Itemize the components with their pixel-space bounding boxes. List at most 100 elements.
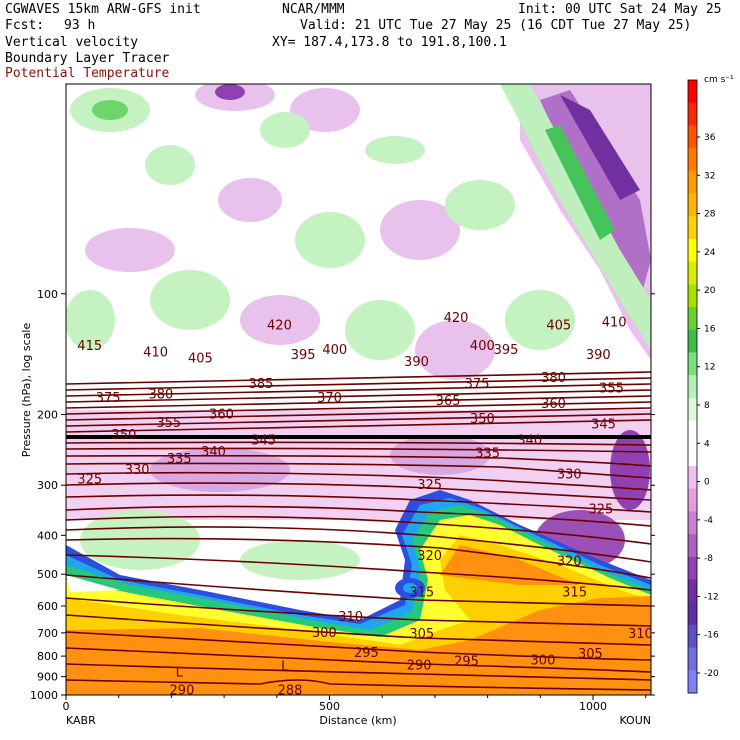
y-tick-label: 200 bbox=[37, 409, 58, 422]
updraft-blob bbox=[295, 212, 365, 268]
theta-contour-label: L bbox=[281, 660, 289, 675]
updraft-blob bbox=[240, 540, 360, 580]
y-tick-label: 1000 bbox=[30, 689, 58, 702]
theta-contour bbox=[66, 462, 651, 479]
colorbar-swatch bbox=[688, 647, 697, 671]
colorbar-swatch bbox=[688, 170, 697, 195]
y-tick-label: 800 bbox=[37, 650, 58, 663]
downdraft-blob bbox=[150, 448, 290, 492]
updraft-blob bbox=[145, 145, 195, 185]
colorbar-label: 32 bbox=[704, 171, 715, 181]
colorbar-label: -12 bbox=[704, 592, 719, 602]
updraft-blob bbox=[66, 290, 115, 350]
y-tick-label: 400 bbox=[37, 529, 58, 542]
colorbar-label: -20 bbox=[704, 669, 719, 679]
theta-contour-label: 410 bbox=[143, 345, 168, 360]
field-potential-temperature: Potential Temperature bbox=[5, 66, 170, 81]
colorbar-swatch bbox=[688, 420, 697, 444]
field-boundary-layer-tracer: Boundary Layer Tracer bbox=[5, 51, 170, 66]
x-tick-label: 0 bbox=[63, 700, 70, 713]
theta-contour bbox=[66, 471, 651, 491]
theta-contour-label: 420 bbox=[444, 311, 469, 326]
colorbar-swatch bbox=[688, 579, 697, 603]
colorbar-swatch bbox=[688, 556, 697, 580]
theta-contour-label: 390 bbox=[586, 348, 611, 363]
x-tick-label: 1000 bbox=[579, 700, 607, 713]
x-axis-label: Distance (km) bbox=[319, 714, 396, 727]
colorbar-label: 24 bbox=[704, 248, 716, 258]
theta-contour-label: 340 bbox=[517, 433, 542, 448]
wave-packet-rising-core bbox=[545, 125, 615, 240]
updraft-blob bbox=[505, 290, 575, 350]
colorbar-frame bbox=[687, 79, 698, 694]
theta-contour-label: 350 bbox=[470, 412, 495, 427]
theta-contour-label: 375 bbox=[465, 377, 490, 392]
theta-contour-label: 360 bbox=[541, 397, 566, 412]
theta-contour bbox=[66, 631, 651, 661]
updraft-blob bbox=[80, 510, 200, 570]
theta-contour-label: 315 bbox=[562, 585, 587, 600]
left-endpoint-label: KABR bbox=[66, 714, 96, 727]
colorbar-swatch bbox=[688, 375, 697, 399]
colorbar-swatch bbox=[688, 670, 697, 694]
theta-contour-label: 325 bbox=[417, 478, 442, 493]
theta-contour-label: 410 bbox=[602, 316, 627, 331]
colorbar-swatch bbox=[688, 352, 697, 376]
theta-contour bbox=[66, 515, 651, 545]
colorbar-swatch bbox=[688, 284, 697, 308]
colorbar-label: -8 bbox=[704, 554, 713, 564]
colorbar-swatch bbox=[688, 80, 697, 104]
theta-contour-label: 310 bbox=[338, 610, 363, 625]
theta-contour-label: 350 bbox=[112, 428, 137, 443]
theta-contour bbox=[66, 395, 651, 409]
theta-contour-label: 380 bbox=[541, 371, 566, 386]
x-axis: 0 500 1000 bbox=[63, 695, 647, 713]
y-axis: 100 200 300 400 500 600 700 800 900 1000 bbox=[30, 288, 655, 702]
theta-contour bbox=[66, 383, 651, 397]
colorbar-label: 36 bbox=[704, 133, 716, 143]
colorbar-label: -4 bbox=[704, 516, 713, 526]
colorbar-swatch bbox=[688, 511, 697, 535]
downdraft-blob bbox=[240, 295, 320, 345]
theta-contour-label: 355 bbox=[156, 416, 181, 431]
theta-contour-label: 305 bbox=[578, 647, 603, 662]
theta-contour-label: 380 bbox=[148, 387, 173, 402]
colorbar-swatch bbox=[688, 465, 697, 490]
theta-contour-label: 335 bbox=[167, 452, 192, 467]
colorbar-swatch bbox=[688, 329, 697, 353]
updraft-blob bbox=[445, 180, 515, 230]
theta-contour bbox=[66, 389, 651, 403]
theta-contour-label: 320 bbox=[557, 555, 582, 570]
updraft-blob bbox=[150, 270, 230, 330]
theta-contour-label: 400 bbox=[470, 339, 495, 354]
theta-contour bbox=[66, 441, 651, 446]
theta-contour-label: 330 bbox=[125, 463, 150, 478]
theta-contour-label: 375 bbox=[96, 391, 121, 406]
colorbar-swatch bbox=[688, 443, 697, 467]
y-tick-label: 300 bbox=[37, 479, 58, 492]
colorbar-swatch bbox=[688, 307, 697, 331]
downdraft-blob-core bbox=[215, 84, 245, 100]
theta-contour-label: 315 bbox=[409, 585, 434, 600]
org-label: NCAR/MMM bbox=[282, 2, 345, 17]
colorbar-swatch bbox=[688, 488, 697, 512]
tracer-pocket-core bbox=[403, 583, 417, 593]
right-endpoint-label: KOUN bbox=[619, 714, 651, 727]
y-tick-label: 900 bbox=[37, 671, 58, 684]
theta-contour bbox=[66, 413, 651, 427]
theta-contour-label: 345 bbox=[251, 433, 276, 448]
theta-contour-label: 320 bbox=[417, 549, 442, 564]
theta-contour bbox=[66, 574, 651, 607]
colorbar-swatch bbox=[688, 125, 697, 149]
colorbar-label: 4 bbox=[704, 439, 710, 449]
downdraft-blob bbox=[290, 88, 360, 132]
colorbar-units: cm s⁻¹ bbox=[704, 75, 734, 85]
theta-contour bbox=[66, 454, 651, 467]
theta-contour bbox=[66, 647, 651, 673]
theta-contour bbox=[66, 505, 651, 527]
theta-contour-label: 345 bbox=[591, 418, 616, 433]
y-tick-label: 700 bbox=[37, 627, 58, 640]
theta-contour bbox=[66, 482, 651, 501]
